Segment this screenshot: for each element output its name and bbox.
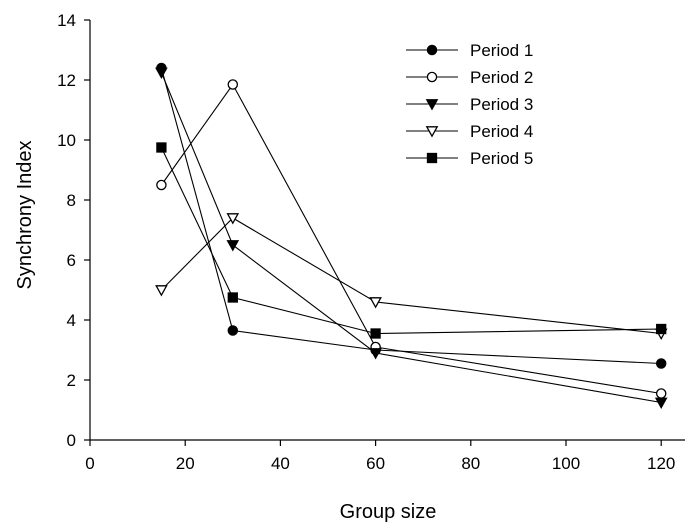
legend-period-5-label: Period 5 [470, 149, 533, 168]
period-2-marker [655, 388, 667, 399]
legend-period-1-label: Period 1 [470, 41, 533, 60]
legend: Period 1 Period 2 Period 3 Period 4 Period 5 [406, 41, 533, 168]
series-lines [160, 67, 662, 404]
period-4-line [161, 217, 662, 335]
period-5-marker [656, 323, 667, 335]
x-tick-label: 100 [552, 454, 580, 473]
period-1-marker [655, 358, 667, 369]
y-ticks: 0 2 4 6 8 10 12 14 [57, 11, 90, 450]
period-1-line [160, 67, 662, 365]
x-tick-label: 20 [176, 454, 195, 473]
period-5-marker [370, 328, 381, 339]
y-tick-label: 12 [57, 71, 76, 90]
legend-period-1-marker [426, 44, 438, 56]
legend-period-4-label: Period 4 [470, 122, 533, 141]
period-3-marker [226, 240, 240, 252]
period-3-marker [369, 348, 382, 360]
period-2-line [160, 83, 662, 395]
x-tick-label: 0 [85, 454, 94, 473]
x-tick-label: 40 [271, 454, 290, 473]
period-4-marker [155, 285, 168, 297]
period-1-marker [227, 325, 239, 336]
legend-period-5-marker [426, 152, 438, 164]
period-4-marker [226, 213, 240, 225]
y-tick-label: 6 [67, 251, 76, 270]
y-axis-title: Synchrony Index [14, 141, 36, 290]
legend-period-3-marker [425, 99, 439, 111]
x-tick-label: 120 [647, 454, 675, 473]
legend-period-2-marker [426, 71, 438, 83]
y-tick-label: 0 [67, 431, 76, 450]
y-tick-label: 8 [67, 191, 76, 210]
legend-period-4-marker [425, 126, 439, 138]
period-3-line [160, 72, 662, 404]
period-2-marker [227, 79, 239, 90]
period-4-marker [369, 297, 382, 309]
legend-period-2-label: Period 2 [470, 68, 533, 87]
series-markers [155, 62, 668, 410]
y-tick-label: 14 [57, 11, 76, 30]
period-5-line [160, 147, 662, 335]
period-5-marker [227, 292, 238, 303]
x-tick-label: 80 [461, 454, 480, 473]
period-2-marker [156, 179, 167, 191]
y-tick-label: 4 [67, 311, 76, 330]
x-ticks: 0 20 40 60 80 100 120 [85, 440, 675, 473]
period-3-marker [654, 397, 668, 410]
axes: 0 20 40 60 80 100 120 0 2 4 6 8 10 12 14 [57, 11, 685, 473]
x-axis-title: Group size [340, 501, 437, 523]
x-tick-label: 60 [366, 454, 385, 473]
period-5-marker [156, 142, 167, 153]
y-tick-label: 10 [57, 131, 76, 150]
y-tick-label: 2 [67, 371, 76, 390]
legend-period-3-label: Period 3 [470, 95, 533, 114]
period-3-marker [155, 67, 168, 80]
